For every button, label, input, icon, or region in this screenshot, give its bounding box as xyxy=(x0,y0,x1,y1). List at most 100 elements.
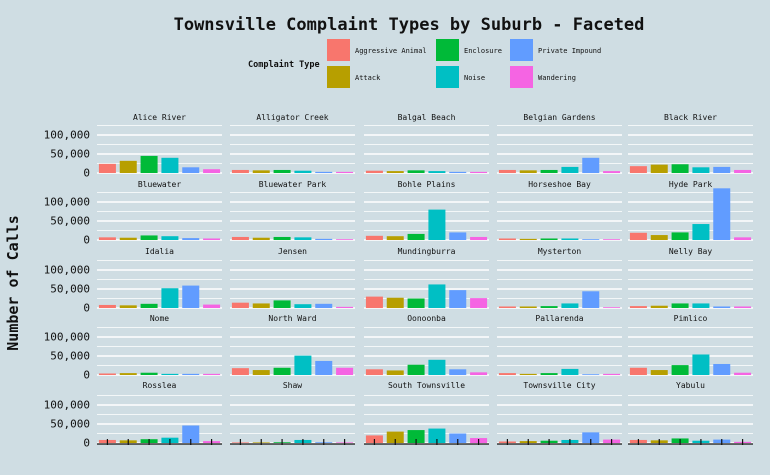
y-tick-label: 50,000 xyxy=(50,215,90,228)
bar-mundingburra-wandering xyxy=(470,298,488,308)
bar-balgal-beach-private-impound xyxy=(449,171,467,173)
legend-label-private-impound: Private Impound xyxy=(538,47,601,55)
facet-panel-alice-river: Alice River xyxy=(97,113,222,174)
bar-belgian-gardens-noise xyxy=(561,166,579,173)
y-tick-label: 100,000 xyxy=(44,331,90,344)
bar-nome-attack xyxy=(119,373,137,375)
bar-alligator-creek-enclosure xyxy=(273,169,291,173)
bar-bluewater-park-private-impound xyxy=(315,238,333,240)
bar-pallarenda-aggressive-animal xyxy=(498,373,516,375)
bar-horseshoe-bay-private-impound xyxy=(582,239,600,240)
facet-panel-yabulu: Yabulu xyxy=(628,381,753,445)
y-axis-label: Number of Calls xyxy=(4,215,22,350)
y-tick-label: 0 xyxy=(83,234,90,247)
bar-alligator-creek-noise xyxy=(294,170,312,173)
bar-balgal-beach-aggressive-animal xyxy=(365,170,383,173)
legend-key-attack xyxy=(327,66,350,88)
facet-label: Yabulu xyxy=(676,381,705,390)
bar-balgal-beach-noise xyxy=(428,171,446,173)
bar-bluewater-park-aggressive-animal xyxy=(231,236,249,240)
bar-bohle-plains-private-impound xyxy=(449,232,467,240)
bar-north-ward-enclosure xyxy=(273,367,291,375)
bar-alice-river-wandering xyxy=(203,169,221,173)
y-tick-label: 100,000 xyxy=(44,129,90,142)
y-tick-label: 100,000 xyxy=(44,264,90,277)
bar-jensen-aggressive-animal xyxy=(231,302,249,308)
bar-mysterton-aggressive-animal xyxy=(498,306,516,308)
bar-north-ward-wandering xyxy=(336,367,354,375)
y-tick-label: 0 xyxy=(83,302,90,315)
bar-black-river-private-impound xyxy=(713,166,731,173)
facet-panel-rosslea: Rosslea xyxy=(97,381,222,445)
bar-horseshoe-bay-attack xyxy=(519,238,537,240)
legend-label-aggressive-animal: Aggressive Animal xyxy=(355,47,427,55)
bar-balgal-beach-enclosure xyxy=(407,170,425,173)
bar-idalia-aggressive-animal xyxy=(98,304,116,308)
facet-panel-bluewater-park: Bluewater Park xyxy=(230,180,355,241)
facet-label: Alligator Creek xyxy=(256,113,328,122)
facet-label: Black River xyxy=(664,113,717,122)
bar-mysterton-wandering xyxy=(603,307,621,308)
bar-nelly-bay-noise xyxy=(692,303,710,308)
bar-mundingburra-aggressive-animal xyxy=(365,296,383,308)
bar-belgian-gardens-attack xyxy=(519,170,537,173)
chart-title: Townsville Complaint Types by Suburb - F… xyxy=(174,15,645,35)
facet-label: Bluewater xyxy=(138,180,182,189)
y-tick-label: 100,000 xyxy=(44,196,90,209)
bar-alligator-creek-attack xyxy=(252,170,270,173)
legend-title: Complaint Type xyxy=(248,59,320,70)
bar-horseshoe-bay-wandering xyxy=(603,239,621,240)
bar-bluewater-park-attack xyxy=(252,237,270,240)
facet-grid: 0 50,000 100,000 0 50,000 100,000 0 50,000 100,0… xyxy=(44,113,753,450)
bar-bluewater-park-enclosure xyxy=(273,236,291,240)
bar-hyde-park-noise xyxy=(692,224,710,240)
bar-nelly-bay-aggressive-animal xyxy=(629,306,647,308)
facet-panel-balgal-beach: Balgal Beach xyxy=(364,113,489,174)
bar-nome-wandering xyxy=(203,373,221,375)
bar-hyde-park-enclosure xyxy=(671,232,689,240)
y-tick-label: 50,000 xyxy=(50,418,90,431)
facet-label: Mysterton xyxy=(538,247,582,256)
bar-black-river-aggressive-animal xyxy=(629,166,647,173)
bar-black-river-wandering xyxy=(734,169,752,173)
bar-pallarenda-wandering xyxy=(603,373,621,375)
facet-label: Jensen xyxy=(278,247,307,256)
y-tick-label: 0 xyxy=(83,369,90,382)
facet-panel-oonoonba: Oonoonba xyxy=(364,314,489,376)
bar-idalia-attack xyxy=(119,305,137,308)
bar-mysterton-attack xyxy=(519,306,537,308)
bar-hyde-park-attack xyxy=(650,235,668,240)
bar-nome-noise xyxy=(161,373,179,375)
facet-panel-shaw: Shaw xyxy=(230,381,355,445)
facet-label: Belgian Gardens xyxy=(523,113,595,122)
bar-alligator-creek-wandering xyxy=(336,171,354,173)
bar-idalia-private-impound xyxy=(182,285,200,308)
bar-bohle-plains-noise xyxy=(428,209,446,240)
bar-horseshoe-bay-aggressive-animal xyxy=(498,238,516,240)
legend: Complaint Type Aggressive Animal Attack En… xyxy=(248,39,601,88)
bar-mundingburra-enclosure xyxy=(407,298,425,308)
bar-jensen-enclosure xyxy=(273,300,291,308)
bar-pimlico-aggressive-animal xyxy=(629,367,647,375)
bar-black-river-attack xyxy=(650,164,668,173)
bar-hyde-park-private-impound xyxy=(713,188,731,240)
facet-panel-hyde-park: Hyde Park xyxy=(628,180,753,241)
bar-hyde-park-wandering xyxy=(734,237,752,240)
bar-jensen-noise xyxy=(294,304,312,308)
bar-north-ward-aggressive-animal xyxy=(231,368,249,375)
y-tick-label: 0 xyxy=(83,167,90,180)
legend-label-wandering: Wandering xyxy=(538,74,576,82)
legend-label-noise: Noise xyxy=(464,74,485,82)
bar-pimlico-noise xyxy=(692,354,710,375)
facet-label: Pallarenda xyxy=(535,314,583,323)
facet-label: Bluewater Park xyxy=(259,180,327,189)
bar-pallarenda-noise xyxy=(561,368,579,375)
facet-panel-jensen: Jensen xyxy=(230,247,355,309)
bar-pallarenda-enclosure xyxy=(540,373,558,375)
bar-mundingburra-attack xyxy=(386,297,404,308)
bar-jensen-wandering xyxy=(336,306,354,308)
bar-balgal-beach-wandering xyxy=(470,171,488,173)
facet-label: Shaw xyxy=(283,381,302,390)
